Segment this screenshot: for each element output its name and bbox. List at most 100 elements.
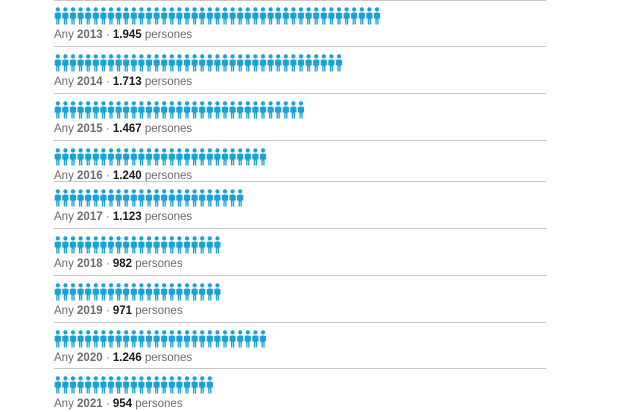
person-icon	[62, 330, 69, 348]
person-icon	[145, 7, 153, 25]
year-label: 2019	[77, 305, 103, 317]
person-icon	[107, 330, 115, 348]
person-icon	[145, 101, 153, 119]
person-icon	[85, 189, 92, 207]
person-icon	[54, 283, 61, 301]
person-icon	[214, 236, 221, 254]
person-icon	[252, 101, 259, 119]
separator: ·	[105, 305, 110, 317]
person-icon	[176, 101, 183, 119]
person-icon	[85, 101, 92, 119]
person-icon	[54, 376, 61, 394]
person-icon	[123, 330, 130, 348]
person-icon	[252, 148, 259, 166]
person-icon	[191, 236, 198, 254]
person-icon	[92, 236, 99, 254]
person-icon	[244, 148, 251, 166]
person-icon	[69, 283, 77, 301]
person-icon	[275, 7, 282, 25]
person-icon	[176, 376, 183, 394]
person-icon	[183, 189, 191, 207]
person-icon	[343, 7, 350, 25]
row-divider	[54, 140, 546, 141]
person-icon	[62, 283, 69, 301]
person-icon	[145, 236, 153, 254]
person-icon	[161, 101, 168, 119]
person-icon	[199, 330, 206, 348]
person-icon	[115, 101, 122, 119]
person-icon	[244, 7, 251, 25]
person-icon	[161, 376, 168, 394]
separator: ·	[105, 170, 110, 182]
person-icon	[297, 7, 305, 25]
person-icon	[320, 7, 327, 25]
value-label: 954	[112, 398, 133, 410]
person-icon	[221, 189, 229, 207]
person-icon	[92, 101, 99, 119]
person-icon	[138, 148, 145, 166]
person-icon	[161, 54, 168, 72]
person-icon	[77, 54, 84, 72]
person-icon-strip	[54, 54, 343, 72]
person-icon	[69, 376, 77, 394]
person-icon	[237, 7, 244, 25]
separator: ·	[105, 398, 110, 410]
separator: ·	[105, 29, 110, 41]
row-divider	[54, 46, 546, 47]
person-icon	[153, 54, 160, 72]
person-icon	[237, 330, 244, 348]
year-label: 2018	[77, 258, 103, 270]
person-icon	[176, 330, 183, 348]
person-icon	[123, 54, 130, 72]
person-icon	[107, 101, 115, 119]
person-icon	[107, 283, 115, 301]
person-icon	[115, 148, 122, 166]
person-icon	[115, 236, 122, 254]
person-icon	[191, 148, 198, 166]
person-icon	[153, 148, 160, 166]
person-icon	[191, 376, 198, 394]
person-icon	[335, 54, 343, 72]
caption-prefix: Any	[54, 258, 74, 270]
person-icon	[138, 330, 145, 348]
person-icon	[221, 330, 229, 348]
person-icon	[130, 236, 137, 254]
person-icon	[335, 7, 343, 25]
person-icon	[145, 376, 153, 394]
row-caption: Any 2018 · 982 persones	[54, 257, 183, 271]
person-icon	[206, 54, 213, 72]
person-icon	[259, 148, 267, 166]
person-icon	[62, 376, 69, 394]
person-icon-strip	[54, 189, 244, 207]
person-icon	[191, 189, 198, 207]
person-icon	[138, 101, 145, 119]
caption-prefix: Any	[54, 29, 74, 41]
caption-suffix: persones	[135, 258, 183, 270]
year-label: 2017	[77, 211, 103, 223]
person-icon	[176, 189, 183, 207]
person-icon	[138, 54, 145, 72]
person-icon	[100, 54, 107, 72]
person-icon	[145, 148, 153, 166]
person-icon	[153, 330, 160, 348]
person-icon	[153, 189, 160, 207]
person-icon	[313, 7, 320, 25]
separator: ·	[105, 211, 110, 223]
person-icon	[206, 236, 213, 254]
person-icon	[229, 189, 236, 207]
person-icon	[206, 283, 213, 301]
person-icon	[138, 7, 145, 25]
separator: ·	[105, 352, 110, 364]
person-icon	[115, 283, 122, 301]
person-icon	[100, 330, 107, 348]
caption-suffix: persones	[144, 352, 193, 364]
person-icons	[54, 330, 267, 348]
person-icon	[92, 376, 99, 394]
person-icon	[320, 54, 327, 72]
person-icon	[77, 101, 84, 119]
person-icon	[199, 189, 206, 207]
row-caption: Any 2019 · 971 persones	[54, 304, 183, 318]
person-icon	[107, 376, 115, 394]
person-icon	[183, 330, 191, 348]
person-icon	[123, 189, 130, 207]
